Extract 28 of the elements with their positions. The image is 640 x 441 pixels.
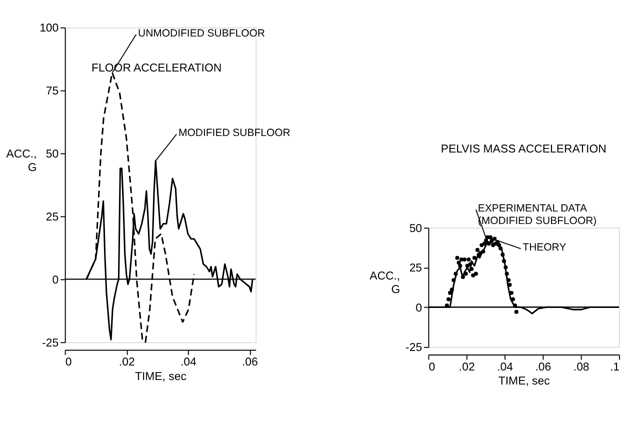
y-tick-label: 100	[40, 22, 59, 35]
x-axis-title: TIME, sec	[498, 376, 550, 388]
y-tick-label: 0	[416, 302, 422, 314]
y-tick-label: 50	[46, 148, 59, 161]
x-tick-label: .06	[535, 361, 552, 374]
y-tick-label: 0	[52, 274, 59, 286]
y-tick-label: 75	[46, 86, 59, 98]
x-tick-label: 0	[65, 356, 72, 369]
x-tick-label: .1	[610, 361, 620, 374]
y-axis-title: ACC., G	[370, 270, 400, 296]
y-tick-label: 50	[409, 222, 422, 235]
text: UNMODIFIED SUBFLOOR	[138, 28, 266, 40]
x-tick-label: .04	[180, 356, 197, 369]
legend-label: THEORY	[522, 242, 566, 254]
y-tick-label: 25	[409, 262, 422, 275]
x-axis-title: TIME, sec	[134, 370, 187, 383]
y-axis-title: ACC., G	[6, 148, 37, 174]
chart-title: PELVIS MASS ACCELERATION	[440, 143, 606, 156]
x-tick-label: 0	[428, 361, 436, 374]
x-tick-label: .02	[458, 361, 475, 374]
y-tick-label: -25	[406, 342, 422, 354]
x-tick-label: .04	[497, 361, 514, 374]
x-tick-label: .08	[573, 361, 590, 374]
x-tick-label: .06	[242, 356, 258, 369]
y-tick-label: 25	[46, 212, 59, 224]
text: MODIFIED SUBFLOOR	[178, 128, 291, 140]
y-tick-label: -25	[42, 337, 59, 350]
x-tick-label: .02	[118, 356, 135, 369]
